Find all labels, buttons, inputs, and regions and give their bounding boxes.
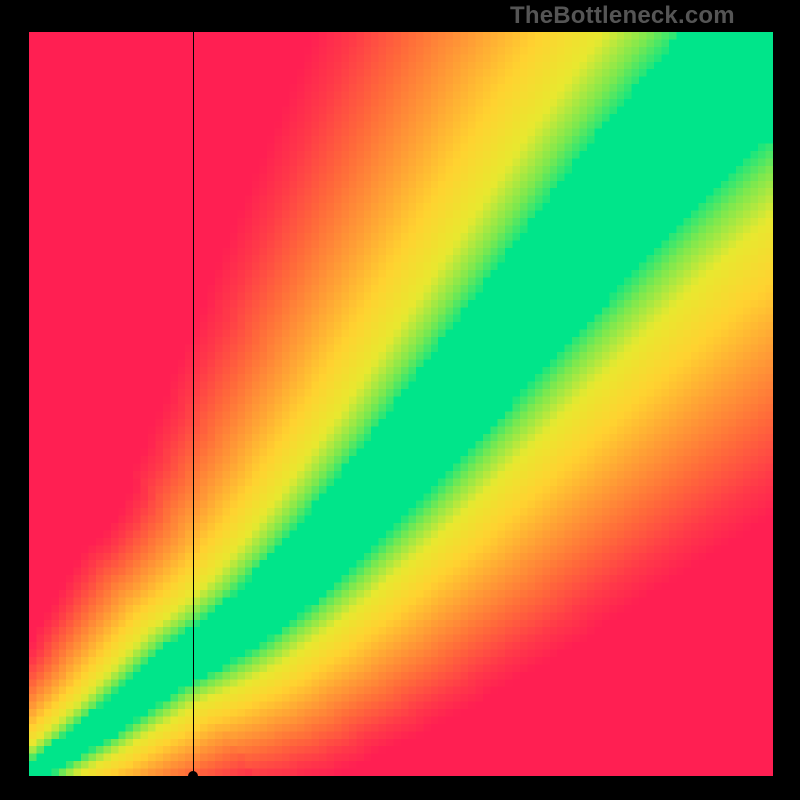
watermark-text: TheBottleneck.com xyxy=(510,2,735,30)
crosshair-horizontal-line xyxy=(29,776,773,777)
bottleneck-heatmap xyxy=(29,32,773,776)
crosshair-vertical-line xyxy=(193,32,194,776)
crosshair-marker xyxy=(188,771,198,781)
chart-stage: TheBottleneck.com xyxy=(0,0,800,800)
